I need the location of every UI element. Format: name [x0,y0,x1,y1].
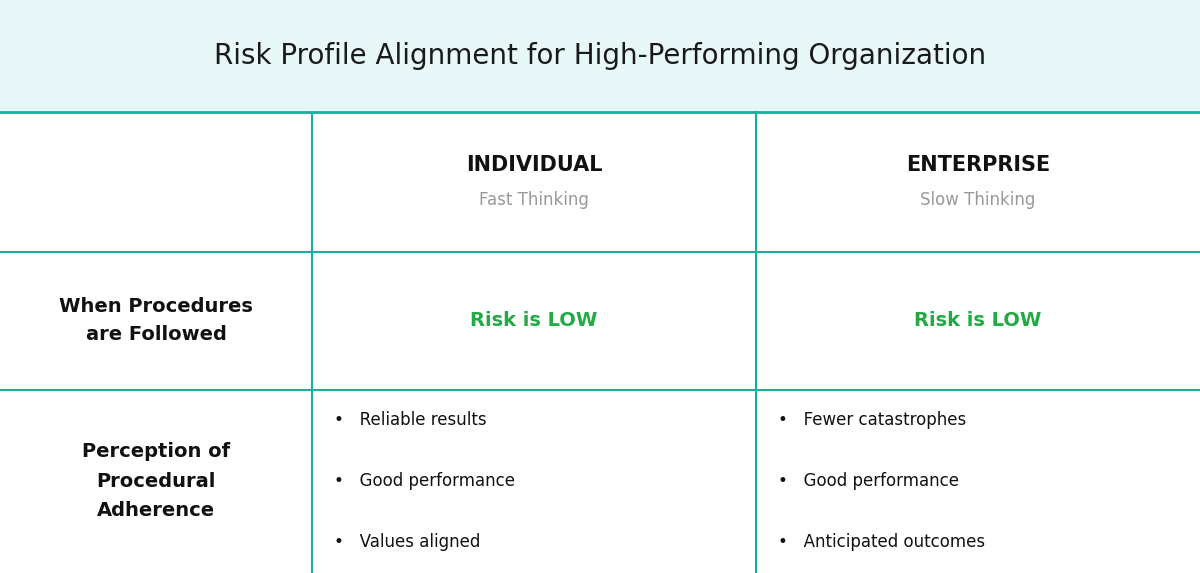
Text: Risk is LOW: Risk is LOW [470,311,598,331]
FancyBboxPatch shape [0,112,1200,573]
Text: Fast Thinking: Fast Thinking [479,191,589,209]
Text: •   Good performance: • Good performance [778,472,959,490]
Text: •   Fewer catastrophes: • Fewer catastrophes [778,411,966,429]
Text: When Procedures
are Followed: When Procedures are Followed [59,297,253,344]
Text: •   Good performance: • Good performance [334,472,515,490]
Text: Risk Profile Alignment for High-Performing Organization: Risk Profile Alignment for High-Performi… [214,42,986,70]
Text: Perception of
Procedural
Adherence: Perception of Procedural Adherence [82,442,230,520]
Text: Slow Thinking: Slow Thinking [920,191,1036,209]
Text: ENTERPRISE: ENTERPRISE [906,155,1050,175]
Text: INDIVIDUAL: INDIVIDUAL [466,155,602,175]
Text: •   Anticipated outcomes: • Anticipated outcomes [778,533,985,551]
Text: Risk is LOW: Risk is LOW [914,311,1042,331]
Text: •   Values aligned: • Values aligned [334,533,480,551]
Text: •   Reliable results: • Reliable results [334,411,486,429]
